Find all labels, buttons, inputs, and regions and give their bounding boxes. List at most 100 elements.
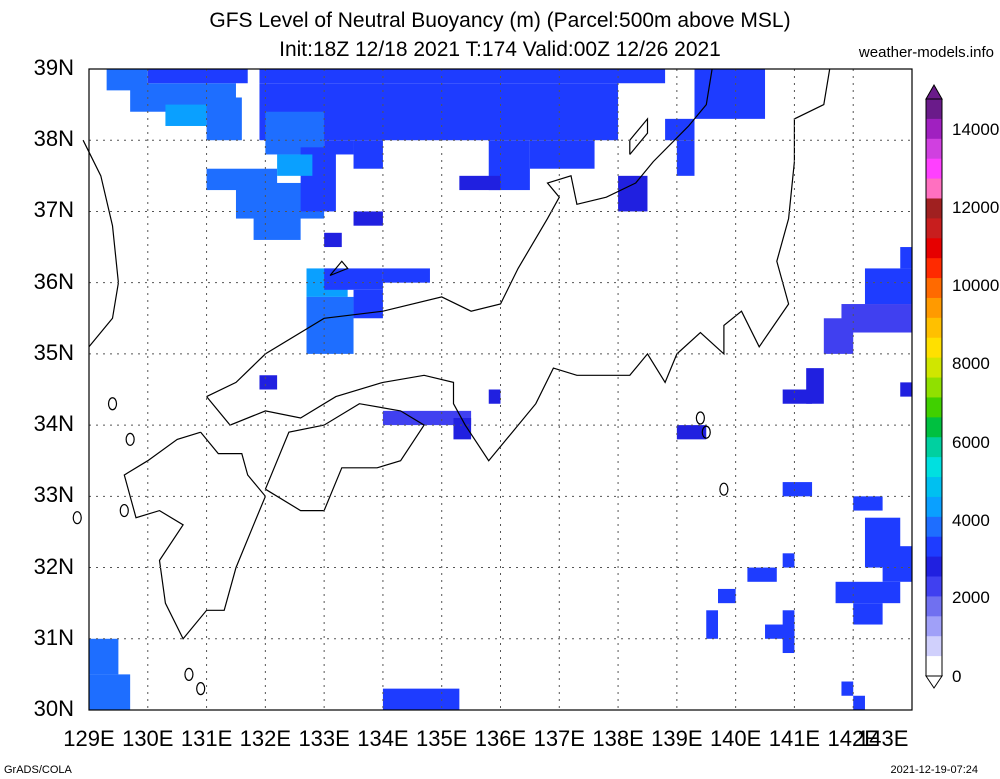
neutral-buoyancy-cell xyxy=(324,268,383,290)
colorbar-tick-label: 0 xyxy=(952,667,962,686)
neutral-buoyancy-cell xyxy=(806,368,824,404)
colorbar-segment xyxy=(926,377,942,398)
colorbar-tick-label: 2000 xyxy=(952,588,990,607)
neutral-buoyancy-cell xyxy=(676,425,707,440)
coastline xyxy=(329,260,349,277)
colorbar-segment xyxy=(926,138,942,160)
neutral-buoyancy-cell xyxy=(835,581,901,604)
colorbar-segment xyxy=(926,297,942,319)
colorbar-segment xyxy=(926,536,942,558)
colorbar-segment xyxy=(926,496,942,518)
map-frame xyxy=(88,68,913,711)
colorbar-segment xyxy=(926,616,942,637)
colorbar-segment xyxy=(926,357,942,379)
colorbar-frame xyxy=(925,98,943,677)
neutral-buoyancy-cell xyxy=(853,496,883,511)
neutral-buoyancy-cell xyxy=(253,211,301,240)
neutral-buoyancy-cell xyxy=(853,695,865,710)
chart-title-line1: GFS Level of Neutral Buoyancy (m) (Parce… xyxy=(209,9,791,32)
lat-tick-label: 38N xyxy=(33,126,74,152)
neutral-buoyancy-cell xyxy=(382,410,472,426)
neutral-buoyancy-cell xyxy=(864,268,912,305)
lon-tick-label: 142E xyxy=(827,726,879,751)
neutral-buoyancy-cell xyxy=(665,118,695,141)
lon-tick-label: 135E xyxy=(416,726,468,751)
neutral-buoyancy-cell xyxy=(841,681,854,696)
lon-tick-label: 139E xyxy=(651,726,703,751)
lon-tick-label: 136E xyxy=(474,726,527,751)
colorbar-segment xyxy=(926,596,942,617)
neutral-buoyancy-cell xyxy=(882,546,912,582)
colorbar-segment xyxy=(926,636,942,657)
colorbar-segment xyxy=(926,397,942,418)
neutral-buoyancy-cell xyxy=(676,140,695,176)
chart-title-line2: Init:18Z 12/18 2021 T:174 Valid:00Z 12/2… xyxy=(279,38,721,61)
neutral-buoyancy-cell xyxy=(488,389,501,404)
neutral-buoyancy-cell xyxy=(782,610,795,654)
neutral-buoyancy-cell xyxy=(277,154,313,176)
island xyxy=(184,667,194,681)
colorbar-segment xyxy=(926,238,942,259)
coastline xyxy=(123,431,267,640)
island xyxy=(695,411,705,425)
neutral-buoyancy-cell xyxy=(353,140,383,169)
neutral-buoyancy-cell xyxy=(718,588,736,604)
colorbar-segment xyxy=(926,258,942,279)
neutral-buoyancy-cell xyxy=(89,638,119,675)
neutral-buoyancy-cell xyxy=(324,140,354,155)
island xyxy=(196,682,206,696)
generated-timestamp: 2021-12-19-07:24 xyxy=(890,764,978,776)
lon-tick-label: 137E xyxy=(533,726,585,751)
neutral-buoyancy-cell xyxy=(529,140,595,169)
colorbar-segment xyxy=(926,556,942,578)
colorbar-bottom-arrow xyxy=(925,675,943,689)
neutral-buoyancy-cell xyxy=(694,69,766,119)
lon-tick-label: 132E xyxy=(239,726,292,751)
island xyxy=(719,482,729,496)
colorbar-segment xyxy=(926,158,942,180)
neutral-buoyancy-cell xyxy=(265,111,325,155)
lon-tick-label: 138E xyxy=(592,726,644,751)
lon-tick-label: 133E xyxy=(298,726,350,751)
neutral-buoyancy-cell xyxy=(782,553,795,568)
island xyxy=(125,432,135,446)
neutral-buoyancy-cell xyxy=(259,375,278,390)
neutral-buoyancy-cell xyxy=(306,296,354,354)
software-credit: GrADS/COLA xyxy=(4,764,72,776)
neutral-buoyancy-cell xyxy=(706,610,719,639)
colorbar-segment xyxy=(926,656,942,677)
colorbar-segment xyxy=(926,437,942,458)
neutral-buoyancy-cell xyxy=(459,175,501,191)
colorbar-segment xyxy=(926,218,942,239)
lat-tick-label: 37N xyxy=(33,197,74,223)
colorbar-tick-label: 10000 xyxy=(952,276,1000,295)
lon-tick-label: 141E xyxy=(768,726,821,751)
neutral-buoyancy-cell xyxy=(841,304,912,333)
neutral-buoyancy-cell xyxy=(89,674,131,710)
neutral-buoyancy-cell xyxy=(453,417,472,440)
colorbar-tick-label: 8000 xyxy=(952,354,990,373)
lon-tick-label: 134E xyxy=(357,726,409,751)
lat-tick-label: 35N xyxy=(33,339,74,365)
colorbar-segment xyxy=(926,516,942,538)
colorbar-tick-label: 4000 xyxy=(952,511,990,530)
lat-tick-label: 30N xyxy=(33,696,74,721)
colorbar-segment xyxy=(926,337,942,359)
neutral-buoyancy-cell xyxy=(782,389,813,404)
colorbar-segment xyxy=(926,118,942,140)
site-credit: weather-models.info xyxy=(858,44,994,61)
colorbar-segment xyxy=(926,278,942,299)
lat-tick-label: 31N xyxy=(33,624,74,650)
coastline xyxy=(264,403,425,512)
neutral-buoyancy-cell xyxy=(382,268,430,283)
colorbar-segment xyxy=(926,317,942,339)
colorbar-tick-label: 14000 xyxy=(952,120,1000,139)
neutral-buoyancy-cell xyxy=(353,211,383,226)
colorbar-segment xyxy=(926,178,942,199)
colorbar-top-arrow xyxy=(925,83,943,100)
neutral-buoyancy-cell xyxy=(900,382,912,397)
colorbar-segment xyxy=(926,477,942,498)
neutral-buoyancy-cell xyxy=(259,69,666,84)
lat-tick-label: 34N xyxy=(33,411,74,437)
